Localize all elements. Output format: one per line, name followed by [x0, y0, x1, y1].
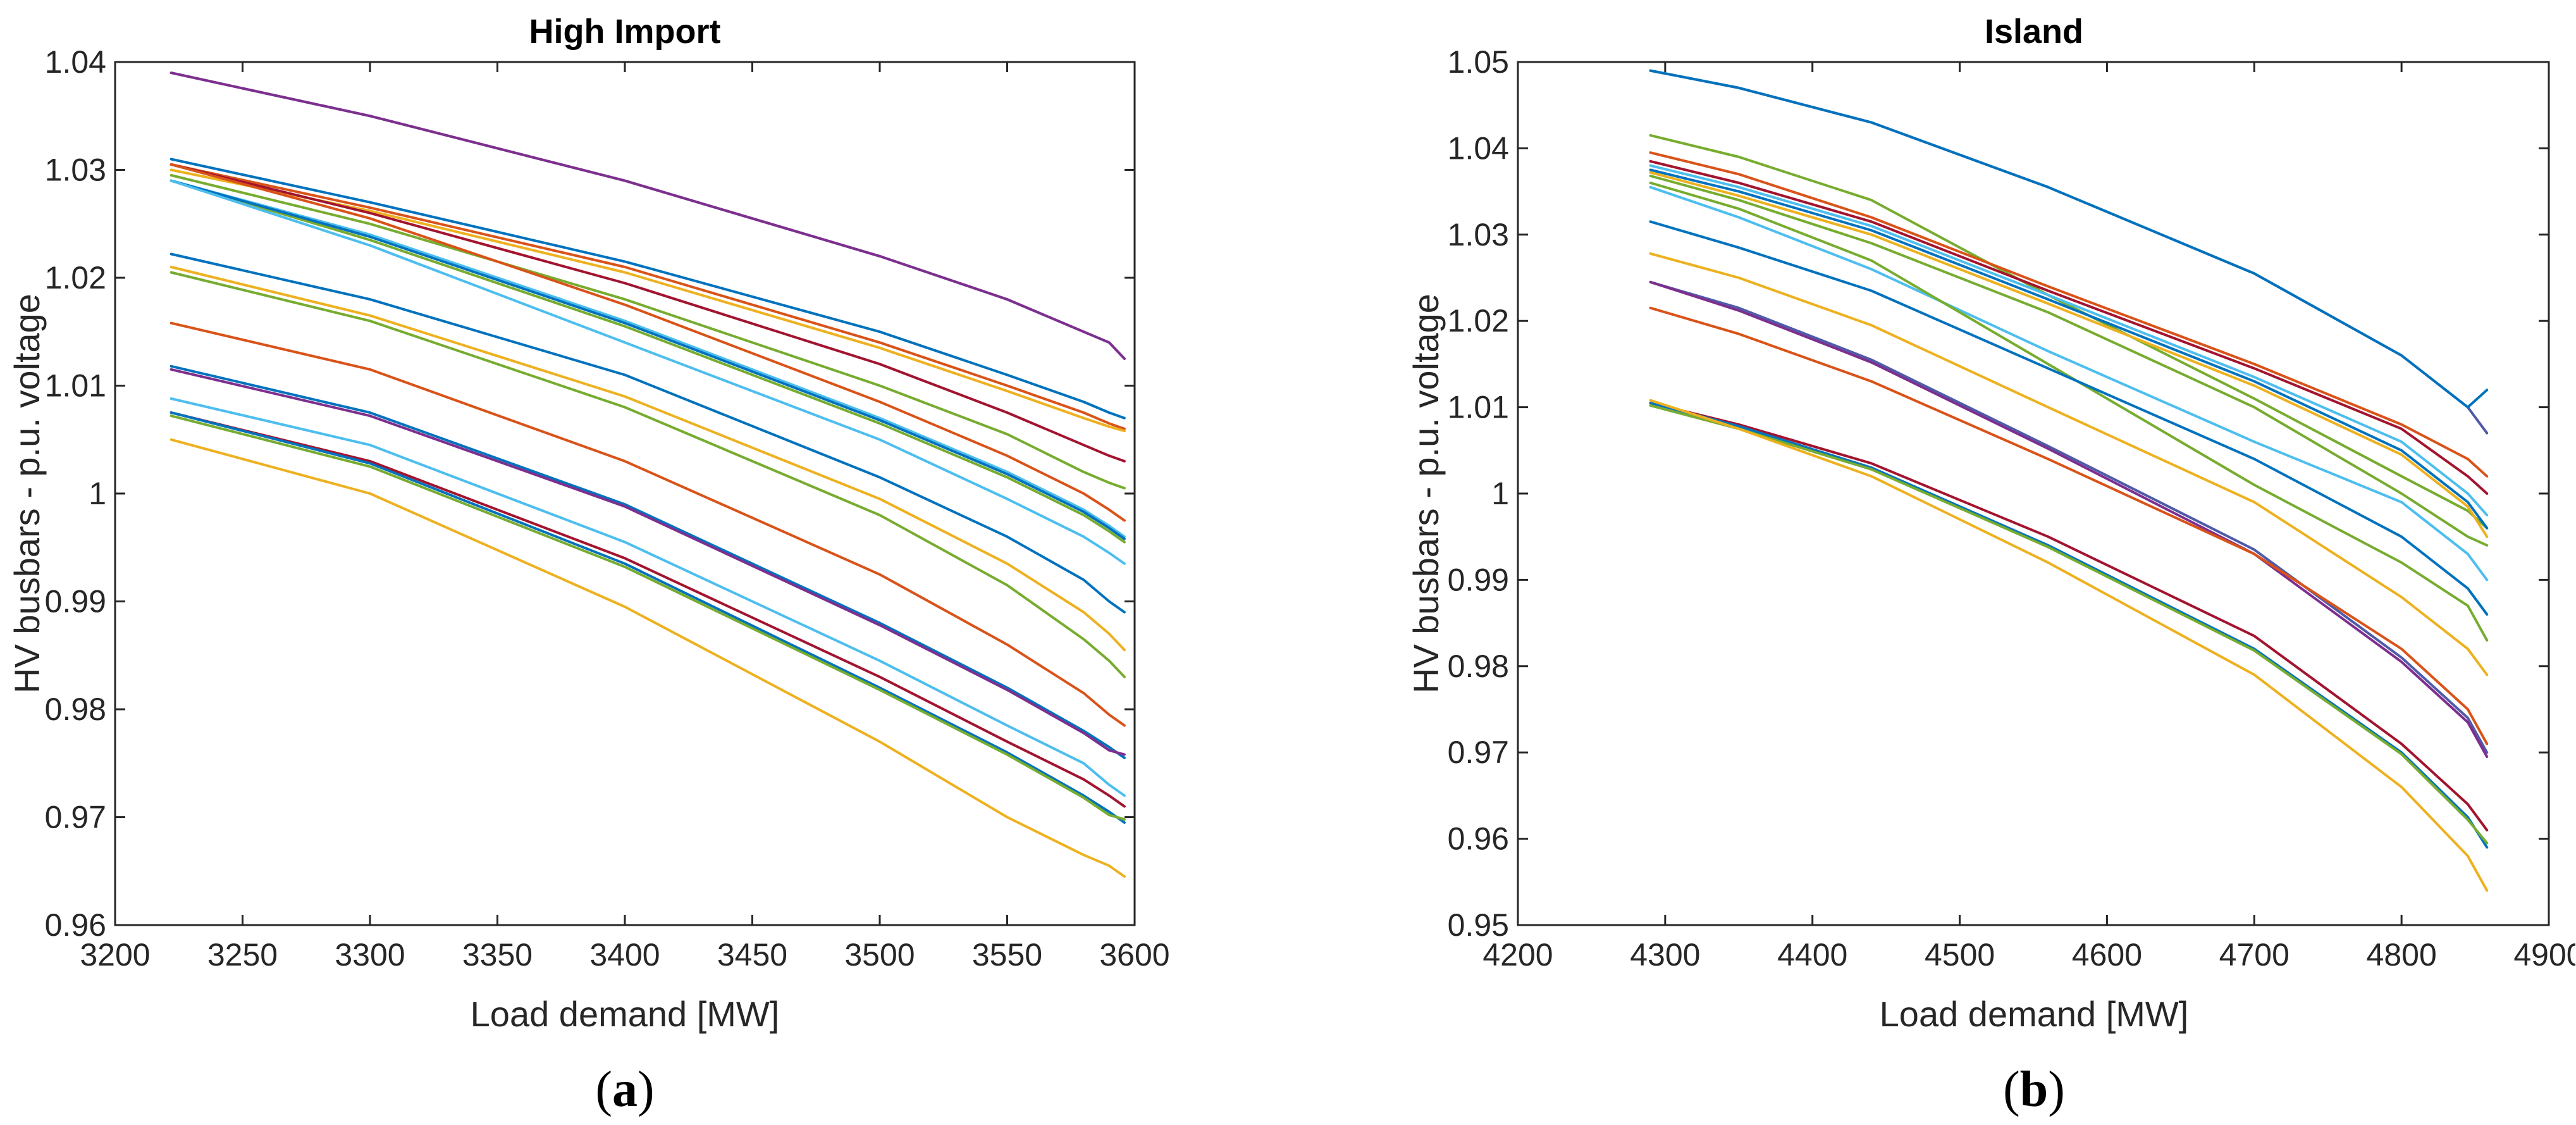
y-ticks-b: 0.95 0.96 0.97 0.98 0.99 1 1.01 1.02 1.03 1.04 1.0… [1448, 44, 2549, 943]
x-tick-label-b-3: 4500 [1925, 937, 1995, 973]
series-line-a-12 [169, 179, 1126, 565]
series-line-b-6 [1649, 164, 2489, 517]
caption-a: (a) [595, 1062, 654, 1117]
x-tick-label-b-5: 4700 [2219, 937, 2289, 973]
chart-title-b: Island [1985, 13, 2083, 51]
series-line-a-17 [169, 364, 1126, 759]
y-tick-label-b-2: 0.97 [1448, 735, 1509, 770]
series-line-a-15 [169, 271, 1126, 678]
x-tick-label-b-1: 4300 [1630, 937, 1700, 973]
y-tick-label-b-6: 1.01 [1448, 390, 1509, 425]
series-line-a-21 [169, 411, 1126, 824]
series-line-a-19 [169, 397, 1126, 797]
series-line-b-16 [1649, 306, 2489, 745]
series-line-a-10 [169, 179, 1126, 544]
series-line-a-6 [169, 163, 1126, 463]
series-line-a-18 [169, 368, 1126, 756]
y-tick-label-b-5: 1 [1491, 476, 1509, 511]
y-tick-label-a-8: 1.04 [45, 44, 106, 80]
series-line-a-8 [169, 163, 1126, 522]
series-line-b-14 [1649, 280, 2489, 754]
series-line-b-5 [1649, 159, 2489, 495]
series-line-b-4 [1649, 151, 2489, 478]
series-line-a-4 [169, 163, 1126, 430]
y-tick-label-a-3: 0.99 [45, 584, 106, 619]
series-line-b-10 [1649, 185, 2489, 581]
series-layer-b [1649, 69, 2489, 892]
series-line-a-20 [169, 411, 1126, 808]
series-line-a-7 [169, 174, 1126, 490]
y-tick-label-b-1: 0.96 [1448, 821, 1509, 857]
chart-panel-a: High Import 3200 3250 3300 3350 3400 3450 3500… [7, 13, 1170, 1117]
series-line-b-3 [1649, 134, 2489, 530]
series-line-a-3 [169, 158, 1126, 420]
series-line-a-16 [169, 321, 1126, 727]
caption-letter-b: b [2020, 1062, 2049, 1117]
series-line-a-2 [169, 71, 1126, 360]
x-axis-label-a: Load demand [MW] [471, 994, 780, 1034]
series-line-b-20 [1649, 399, 2489, 892]
y-tick-label-b-9: 1.04 [1448, 130, 1509, 166]
y-tick-label-b-8: 1.03 [1448, 217, 1509, 252]
y-tick-label-b-4: 0.99 [1448, 562, 1509, 597]
series-line-a-14 [169, 266, 1126, 652]
y-tick-label-a-6: 1.02 [45, 260, 106, 295]
series-line-b-13 [1649, 252, 2489, 676]
y-tick-label-a-4: 1 [89, 476, 106, 511]
series-line-b-2 [1649, 69, 2489, 409]
x-ticks-a: 3200 3250 3300 3350 3400 3450 3500 3550 3600 [80, 62, 1170, 973]
series-line-b-17 [1649, 401, 2489, 831]
x-tick-label-a-0: 3200 [80, 937, 150, 973]
series-line-b-12 [1649, 220, 2489, 616]
series-line-a-13 [169, 252, 1126, 614]
series-line-a-22 [169, 414, 1126, 821]
series-line-b-15 [1649, 280, 2489, 758]
x-tick-label-a-7: 3550 [972, 937, 1042, 973]
plot-frame-b [1517, 61, 2550, 926]
y-tick-label-a-1: 0.97 [45, 800, 106, 835]
series-line-b-8 [1649, 171, 2489, 538]
x-tick-label-b-4: 4600 [2072, 937, 2142, 973]
y-axis-label-a: HV busbars - p.u. voltage [7, 294, 47, 693]
series-line-a-1 [169, 71, 1126, 360]
x-tick-label-b-6: 4800 [2367, 937, 2437, 973]
y-tick-label-b-7: 1.02 [1448, 303, 1509, 339]
x-tick-label-a-3: 3350 [462, 937, 533, 973]
x-tick-label-a-1: 3250 [207, 937, 278, 973]
series-line-a-5 [169, 168, 1126, 433]
series-line-a-23 [169, 438, 1126, 878]
y-tick-label-a-2: 0.98 [45, 692, 106, 727]
series-line-b-18 [1649, 401, 2489, 849]
y-tick-label-b-0: 0.95 [1448, 907, 1509, 943]
series-line-b-11 [1649, 182, 2489, 642]
x-tick-label-a-5: 3450 [717, 937, 787, 973]
x-tick-label-a-2: 3300 [335, 937, 405, 973]
series-line-b-9 [1649, 175, 2489, 547]
x-ticks-b: 4200 4300 4400 4500 4600 4700 4800 4900 [1482, 62, 2575, 973]
series-line-b-7 [1649, 168, 2489, 530]
x-tick-label-a-4: 3400 [589, 937, 660, 973]
y-tick-label-b-10: 1.05 [1448, 44, 1509, 80]
x-tick-label-a-8: 3600 [1099, 937, 1169, 973]
x-tick-label-b-2: 4400 [1777, 937, 1847, 973]
caption-letter-a: a [612, 1062, 638, 1117]
y-ticks-a: 0.96 0.97 0.98 0.99 1 1.01 1.02 1.03 1.04 [45, 44, 1135, 943]
series-line-a-11 [169, 179, 1126, 540]
series-layer-a [169, 71, 1126, 878]
y-axis-label-b: HV busbars - p.u. voltage [1406, 294, 1446, 693]
y-tick-label-b-3: 0.98 [1448, 649, 1509, 684]
caption-b: (b) [2003, 1062, 2065, 1117]
x-tick-label-a-6: 3500 [844, 937, 915, 973]
x-axis-label-b: Load demand [MW] [1880, 994, 2189, 1034]
x-tick-label-b-7: 4900 [2513, 937, 2575, 973]
chart-panel-b: Island 4200 4300 4400 4500 4600 4700 4800 4900 … [1406, 13, 2575, 1117]
x-tick-label-b-0: 4200 [1482, 937, 1553, 973]
y-tick-label-a-7: 1.03 [45, 152, 106, 188]
y-tick-label-a-5: 1.01 [45, 368, 106, 404]
chart-title-a: High Import [529, 13, 721, 51]
y-tick-label-a-0: 0.96 [45, 907, 106, 943]
series-line-a-9 [169, 179, 1126, 538]
